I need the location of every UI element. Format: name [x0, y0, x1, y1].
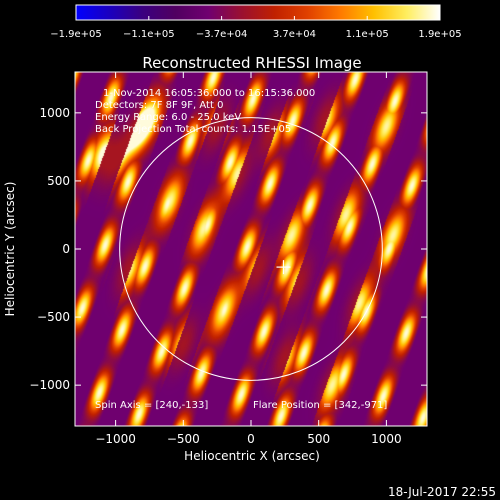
annotation-detectors: Detectors: 7F 8F 9F, Att 0: [95, 100, 223, 111]
colorbar-ticks: −1.9e+05 −1.1e+05 −3.7e+04 3.7e+04 1.1e+05 1.…: [50, 16, 462, 40]
annotation-energy: Energy Range: 6.0 - 25.0 keV: [95, 112, 241, 123]
annotation-spin-axis: Spin Axis = [240,-133]: [95, 400, 208, 411]
x-tick-label: −1000: [95, 432, 136, 446]
x-tick-label: 500: [307, 432, 330, 446]
colorbar-tick-label: 3.7e+04: [273, 29, 316, 40]
y-axis-label: Heliocentric Y (arcsec): [3, 182, 17, 317]
annotation-time-range: 1-Nov-2014 16:05:36.000 to 16:15:36.000: [103, 88, 315, 99]
y-tick-label: −1000: [29, 378, 70, 392]
colorbar-tick-label: 1.1e+05: [346, 29, 389, 40]
x-tick-label: 1000: [371, 432, 402, 446]
colorbar-tick-label: −1.9e+05: [50, 29, 102, 40]
annotation-flare-position: Flare Position = [342,-971]: [253, 400, 387, 411]
colorbar-tick-label: 1.9e+05: [418, 29, 461, 40]
y-tick-label: 0: [62, 242, 70, 256]
x-tick-label: −500: [167, 432, 200, 446]
colorbar-tick-label: −3.7e+04: [196, 29, 248, 40]
spin-axis-crosshair: [276, 260, 291, 275]
annotation-method: Back Projection Total counts: 1.15E+05: [95, 124, 291, 135]
x-axis-label: Heliocentric X (arcsec): [184, 449, 320, 463]
y-tick-label: 1000: [39, 106, 70, 120]
y-tick-label: 500: [47, 174, 70, 188]
colorbar-tick-label: −1.1e+05: [123, 29, 175, 40]
x-tick-label: 0: [247, 432, 255, 446]
chart-title: Reconstructed RHESSI Image: [142, 54, 361, 72]
colorbar: [75, 4, 441, 21]
heatmap-image: [75, 72, 427, 426]
y-tick-label: −500: [37, 310, 70, 324]
solar-limb-circle: [119, 117, 383, 381]
axis-ticks: −1000 −500 0 500 1000 −1000 −500 0 500 1000: [29, 72, 427, 446]
footer-date: 18-Jul-2017 22:55: [388, 485, 496, 499]
